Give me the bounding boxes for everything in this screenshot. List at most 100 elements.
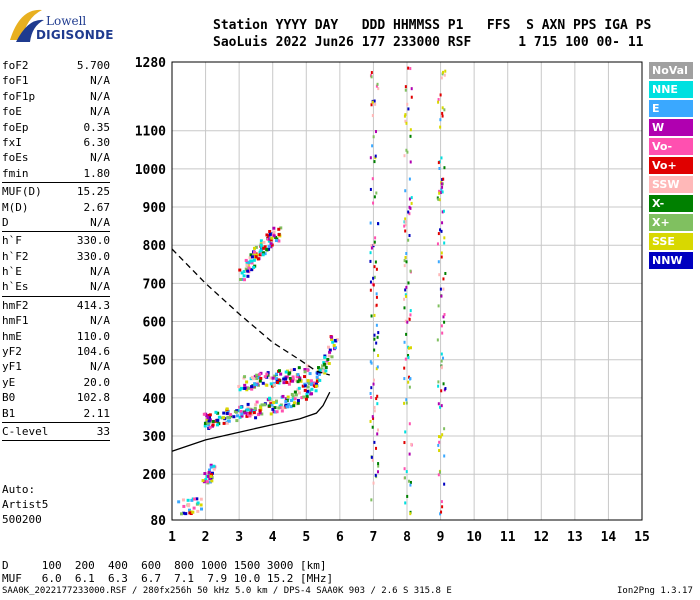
echo-point xyxy=(373,195,376,199)
echo-point xyxy=(258,253,262,257)
echo-point xyxy=(403,154,406,158)
param-name: foEp xyxy=(2,120,29,134)
echo-point xyxy=(376,394,379,398)
echo-point xyxy=(438,449,441,453)
param-value: N/A xyxy=(90,105,110,119)
echo-point xyxy=(269,412,273,416)
echo-point xyxy=(440,500,443,504)
param-value: 2.67 xyxy=(83,200,111,214)
echo-point xyxy=(303,388,307,392)
echo-point xyxy=(403,366,406,370)
param-row: foEp 0.35 xyxy=(2,120,110,135)
echo-point xyxy=(228,416,232,420)
param-name: foE xyxy=(2,105,22,119)
echo-point xyxy=(208,477,212,481)
echo-point xyxy=(305,369,309,373)
echo-point xyxy=(287,402,291,406)
echo-point xyxy=(373,333,376,337)
echo-point xyxy=(203,421,207,425)
echo-point xyxy=(258,379,262,383)
echo-point xyxy=(191,510,195,514)
echo-point xyxy=(258,250,262,254)
echo-point xyxy=(313,381,317,385)
echo-point xyxy=(318,369,322,373)
echo-point xyxy=(441,221,444,225)
echo-point xyxy=(269,238,273,242)
echo-point xyxy=(181,498,185,502)
echo-point xyxy=(310,387,314,391)
x-tick-label: 5 xyxy=(302,530,310,545)
echo-point xyxy=(440,294,443,298)
echo-point xyxy=(404,229,407,233)
legend: NoVal NNE E W Vo- Vo+ SSW X- X+ SSE NNW xyxy=(649,62,693,271)
echo-point xyxy=(282,381,286,385)
echo-point xyxy=(304,384,308,388)
echo-point xyxy=(442,70,445,74)
echo-point xyxy=(271,407,275,411)
echo-point xyxy=(375,397,378,401)
echo-point xyxy=(209,474,213,478)
echo-point xyxy=(405,332,408,336)
separator xyxy=(2,182,110,184)
echo-point xyxy=(187,508,191,512)
echo-point xyxy=(442,356,445,360)
echo-point xyxy=(441,210,444,214)
echo-point xyxy=(202,412,206,416)
param-value: 0.35 xyxy=(83,120,111,134)
echo-point xyxy=(265,372,269,376)
echo-point xyxy=(243,383,247,387)
echo-point xyxy=(263,245,267,249)
echo-point xyxy=(293,397,297,401)
echo-point xyxy=(404,189,407,193)
echo-point xyxy=(372,276,375,280)
echo-point xyxy=(369,392,372,396)
y-tick-label: 1000 xyxy=(135,163,166,178)
echo-point xyxy=(298,378,302,382)
param-value: N/A xyxy=(90,74,110,88)
echo-point xyxy=(403,401,406,405)
echo-point xyxy=(255,400,259,404)
echo-point xyxy=(439,228,442,232)
param-row: foF1p N/A xyxy=(2,89,110,104)
echo-point xyxy=(244,267,248,271)
echo-point xyxy=(317,366,321,370)
echo-point xyxy=(284,370,288,374)
echo-point xyxy=(375,446,378,450)
param-value: 330.0 xyxy=(76,234,110,248)
echo-point xyxy=(441,178,444,182)
echo-point xyxy=(441,111,444,115)
param-name: h`F xyxy=(2,234,22,248)
echo-point xyxy=(331,340,335,344)
echo-point xyxy=(326,357,330,361)
echo-point xyxy=(292,404,296,408)
echo-point xyxy=(303,375,307,379)
echo-point xyxy=(371,415,374,419)
echo-point xyxy=(259,376,263,380)
echo-point xyxy=(270,384,274,388)
footer-version: Ion2Png 1.3.17 xyxy=(617,586,693,596)
echo-point xyxy=(374,473,377,477)
x-tick-label: 12 xyxy=(533,530,549,545)
echo-point xyxy=(408,422,411,426)
echo-point xyxy=(245,388,249,392)
param-row: B0 102.8 xyxy=(2,390,110,405)
echo-point xyxy=(253,250,257,254)
echo-point xyxy=(260,412,264,416)
echo-point xyxy=(442,315,445,319)
y-tick-label: 800 xyxy=(143,239,167,254)
echo-point xyxy=(269,242,273,246)
echo-point xyxy=(404,119,407,123)
echo-point xyxy=(405,294,408,298)
echo-point xyxy=(376,82,379,86)
echo-point xyxy=(292,368,296,372)
param-value: N/A xyxy=(90,280,110,294)
echo-point xyxy=(303,382,307,386)
echo-point xyxy=(182,504,186,508)
echo-point xyxy=(370,498,373,502)
echo-point xyxy=(212,464,216,468)
logo-text-digisonde: DIGISONDE xyxy=(36,28,114,42)
echo-point xyxy=(289,379,293,383)
echo-point xyxy=(407,66,410,70)
echo-point xyxy=(215,423,219,427)
auto-version: 500200 xyxy=(2,513,42,526)
